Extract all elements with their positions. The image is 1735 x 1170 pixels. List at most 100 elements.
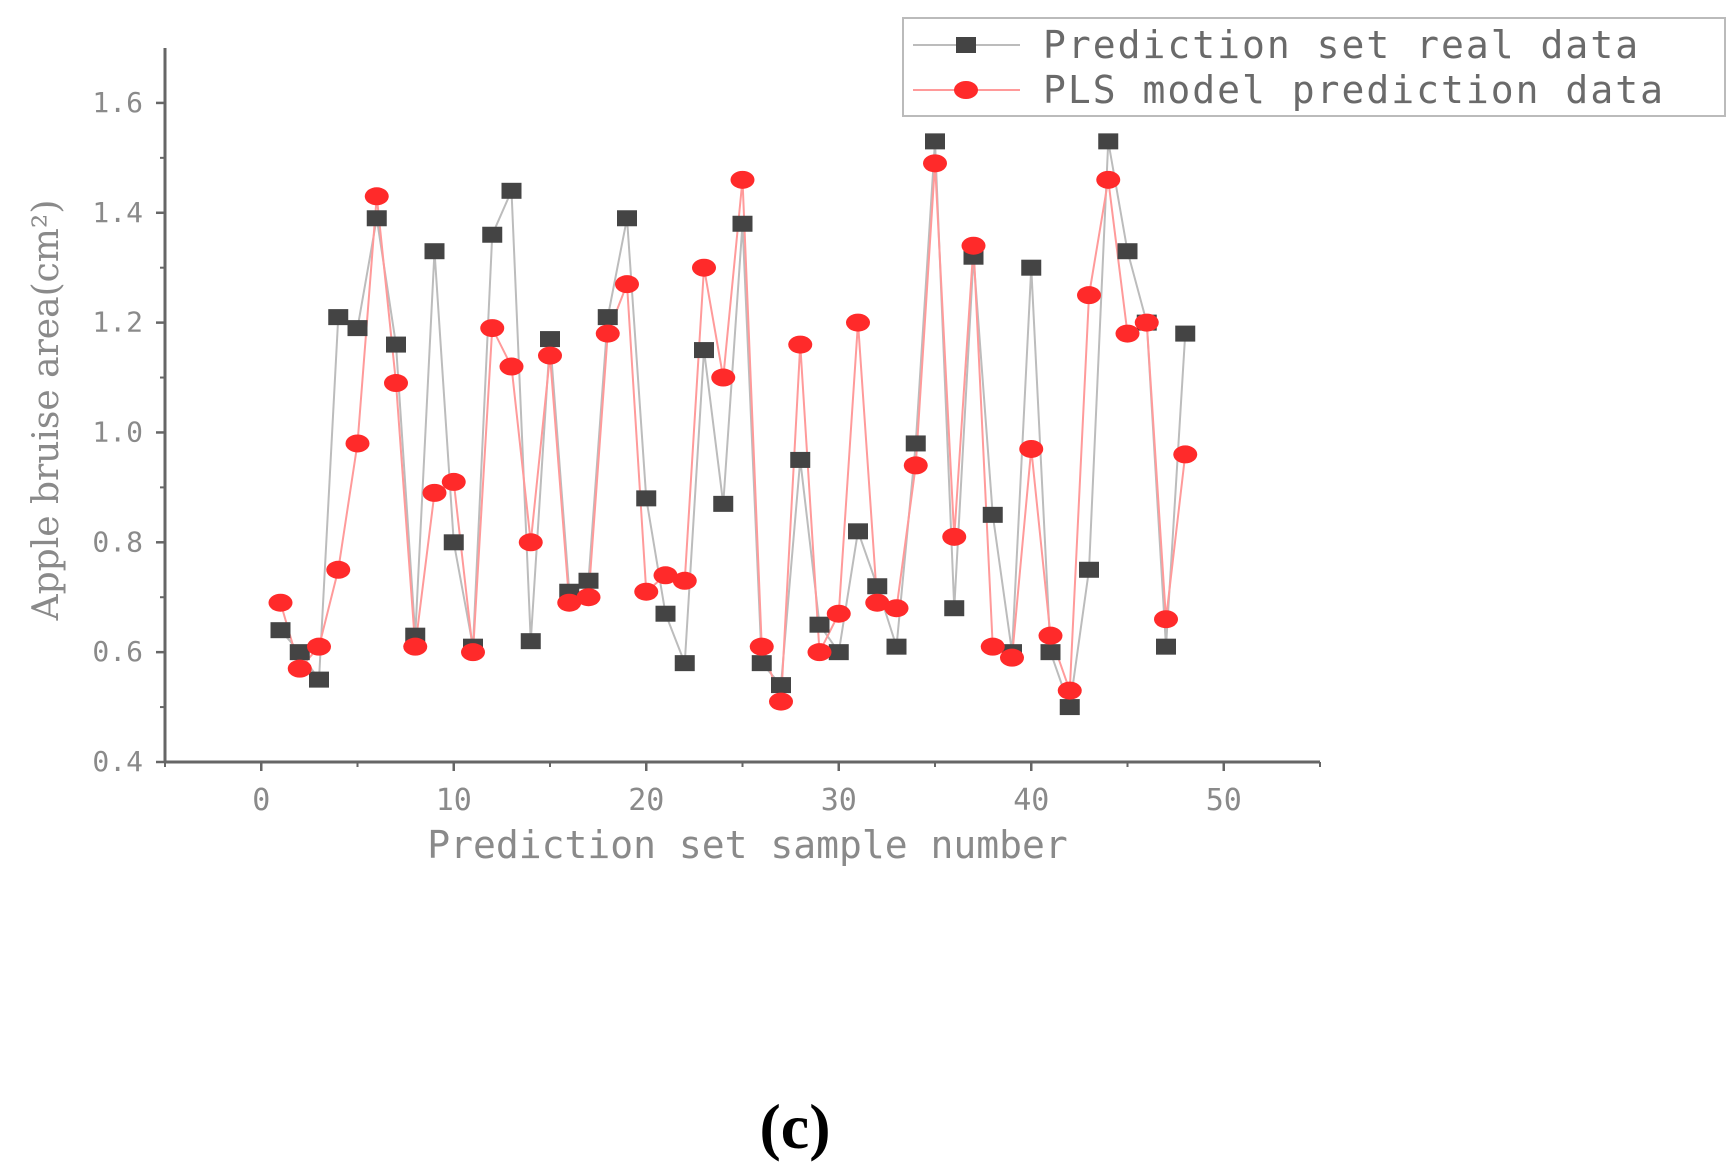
real-data-point bbox=[424, 243, 445, 260]
legend-label-real: Prediction set real data bbox=[1043, 23, 1640, 67]
real-data-point bbox=[597, 309, 618, 326]
pred-data-point bbox=[1154, 610, 1178, 629]
real-data-point bbox=[790, 451, 811, 468]
real-data-point bbox=[347, 320, 368, 337]
real-data-point bbox=[578, 572, 599, 589]
real-data-point bbox=[828, 644, 849, 661]
ticks: 0 10 20 30 40 50 0.4 0.6 0.8 1.0 1.2 1.4 1.6 bbox=[92, 86, 1321, 818]
pred-data-point bbox=[538, 346, 562, 365]
real-data-point bbox=[1175, 325, 1196, 342]
pred-data-point bbox=[884, 599, 909, 618]
x-tick-label: 10 bbox=[436, 783, 472, 818]
real-data-point bbox=[655, 605, 676, 622]
real-data-point bbox=[1098, 133, 1119, 150]
real-data-point bbox=[905, 435, 926, 452]
pred-data-point bbox=[865, 593, 890, 612]
pred-data-point bbox=[942, 527, 967, 546]
pred-data-point bbox=[903, 456, 928, 475]
pred-data-point bbox=[923, 154, 947, 173]
pred-data-point bbox=[1038, 626, 1063, 645]
pred-data-point bbox=[499, 357, 524, 376]
real-data-point bbox=[1021, 259, 1042, 276]
series-line-pred bbox=[279, 163, 1187, 702]
pred-data-point bbox=[326, 560, 351, 579]
pred-data-point bbox=[268, 593, 293, 612]
pred-data-point bbox=[1077, 286, 1101, 305]
real-data-point bbox=[848, 523, 868, 540]
y-tick-label: 0.6 bbox=[92, 635, 143, 668]
x-tick-label: 0 bbox=[252, 783, 270, 818]
pred-data-point bbox=[576, 588, 601, 607]
x-tick-label: 40 bbox=[1013, 783, 1049, 818]
pred-data-point bbox=[403, 637, 428, 656]
x-tick-label: 30 bbox=[821, 783, 857, 818]
y-axis-title: Apple bruise area(cm²) bbox=[26, 200, 67, 622]
real-data-point bbox=[540, 331, 560, 348]
x-tick-label: 50 bbox=[1206, 783, 1242, 818]
pred-data-point bbox=[1134, 313, 1159, 332]
pred-data-point bbox=[961, 236, 986, 255]
real-data-point bbox=[386, 336, 406, 353]
pred-data-point bbox=[634, 582, 659, 601]
panel-label: (c) bbox=[759, 1091, 830, 1162]
series-line-real bbox=[279, 141, 1187, 708]
y-tick-label: 0.4 bbox=[92, 745, 143, 778]
pred-data-point bbox=[980, 637, 1005, 656]
pred-data-point bbox=[653, 566, 678, 585]
real-data-point bbox=[520, 633, 541, 650]
pred-data-point bbox=[1173, 445, 1198, 464]
pred-data-point bbox=[769, 692, 793, 711]
pred-data-point bbox=[1057, 681, 1082, 700]
pred-data-point bbox=[364, 187, 389, 206]
pred-data-point bbox=[595, 324, 620, 343]
pred-data-point bbox=[518, 533, 543, 552]
real-data-point bbox=[732, 215, 753, 232]
real-data-point bbox=[867, 578, 888, 595]
pred-data-point bbox=[826, 604, 851, 623]
pred-data-point bbox=[1000, 648, 1024, 667]
y-tick-label: 0.8 bbox=[92, 525, 143, 558]
pred-data-point bbox=[1019, 439, 1044, 458]
pred-data-point bbox=[846, 313, 870, 332]
real-data-point bbox=[1059, 699, 1080, 716]
pred-data-point bbox=[422, 483, 447, 502]
pred-data-point bbox=[480, 319, 505, 338]
axes bbox=[163, 48, 1320, 764]
real-data-point bbox=[501, 182, 522, 199]
pred-data-point bbox=[1096, 170, 1121, 189]
legend-marker-pred bbox=[954, 81, 978, 99]
real-data-point bbox=[674, 655, 695, 672]
real-data-point bbox=[617, 210, 637, 227]
real-data-point bbox=[443, 534, 464, 551]
real-data-point bbox=[1040, 644, 1061, 661]
legend-marker-real bbox=[956, 37, 976, 53]
pred-data-point bbox=[807, 643, 832, 662]
y-tick-label: 1.6 bbox=[92, 86, 143, 119]
pred-data-point bbox=[749, 637, 774, 656]
real-data-point bbox=[1079, 561, 1099, 578]
real-data-point bbox=[925, 133, 945, 150]
pred-data-point bbox=[287, 659, 312, 678]
real-data-point bbox=[751, 655, 772, 672]
real-data-point bbox=[886, 638, 907, 655]
real-data-point bbox=[636, 490, 657, 507]
real-data-point bbox=[713, 495, 734, 512]
pred-data-point bbox=[711, 368, 736, 387]
pred-data-point bbox=[615, 275, 639, 294]
real-data-point bbox=[1156, 638, 1176, 655]
pred-data-point bbox=[461, 643, 485, 662]
real-data-point bbox=[289, 644, 310, 661]
legend-box bbox=[902, 17, 1726, 117]
real-data-point bbox=[944, 600, 965, 617]
real-data-point bbox=[482, 226, 503, 243]
pred-data-point bbox=[557, 593, 582, 612]
pred-data-point bbox=[441, 472, 466, 491]
x-axis-title: Prediction set sample number bbox=[427, 823, 1068, 867]
y-tick-label: 1.0 bbox=[92, 415, 143, 448]
legend-label-pred: PLS model prediction data bbox=[1043, 68, 1665, 112]
pred-data-point bbox=[345, 434, 370, 453]
y-tick-label: 1.4 bbox=[92, 196, 143, 229]
pred-data-point bbox=[384, 374, 408, 393]
real-data-point bbox=[1117, 243, 1138, 260]
